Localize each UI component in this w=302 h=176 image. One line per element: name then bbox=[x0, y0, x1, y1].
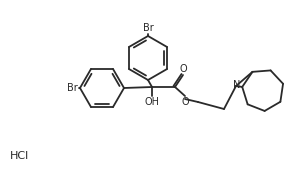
Text: N: N bbox=[233, 80, 241, 90]
Text: O: O bbox=[181, 97, 189, 107]
Text: Br: Br bbox=[67, 83, 78, 93]
Text: O: O bbox=[179, 64, 187, 74]
Text: OH: OH bbox=[144, 97, 159, 107]
Text: HCl: HCl bbox=[10, 151, 29, 161]
Text: Br: Br bbox=[143, 23, 153, 33]
